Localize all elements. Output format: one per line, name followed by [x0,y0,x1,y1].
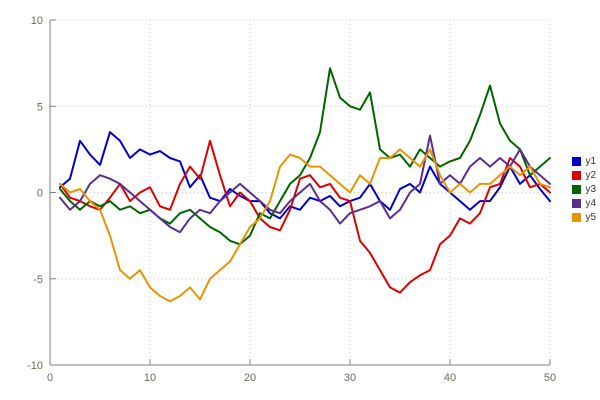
legend-label: y2 [585,170,596,181]
legend-item: y2 [572,170,596,181]
legend-label: y1 [585,156,596,167]
svg-text:30: 30 [344,372,356,384]
svg-text:0: 0 [37,188,43,200]
legend: y1 y2 y3 y4 y5 [572,156,596,223]
legend-item: y3 [572,184,596,195]
legend-label: y4 [585,198,596,209]
svg-text:40: 40 [444,372,456,384]
series-swatch-icon [572,199,582,208]
svg-text:0: 0 [47,372,53,384]
series-swatch-icon [572,213,582,222]
series-swatch-icon [572,171,582,180]
svg-text:50: 50 [544,372,556,384]
svg-text:-10: -10 [27,360,43,372]
svg-text:10: 10 [31,15,43,27]
legend-item: y5 [572,212,596,223]
series-swatch-icon [572,185,582,194]
svg-text:20: 20 [244,372,256,384]
svg-text:5: 5 [37,101,43,113]
svg-text:-5: -5 [33,274,43,286]
legend-label: y5 [585,212,596,223]
legend-label: y3 [585,184,596,195]
legend-item: y1 [572,156,596,167]
legend-item: y4 [572,198,596,209]
svg-text:10: 10 [144,372,156,384]
series-swatch-icon [572,157,582,166]
